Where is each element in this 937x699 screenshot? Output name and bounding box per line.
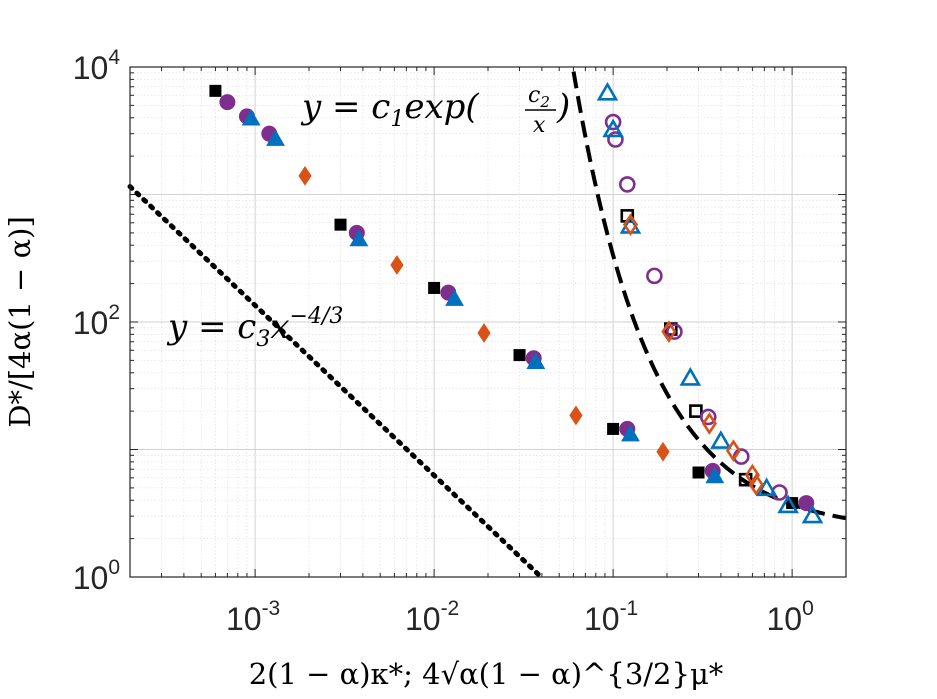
power-fit-mid: x bbox=[270, 307, 289, 347]
marker-diamond-open bbox=[744, 463, 760, 487]
marker-triangle-filled bbox=[526, 352, 546, 369]
marker-triangle-open bbox=[777, 494, 799, 514]
axis-ticks bbox=[129, 66, 847, 578]
marker-triangle-open bbox=[801, 504, 824, 524]
marker-triangle-open bbox=[679, 366, 702, 386]
marker-square-filled bbox=[513, 349, 526, 362]
svg-text:y = c3x−4/3: y = c3x−4/3 bbox=[166, 304, 343, 352]
exp-fit-num-sub: 2 bbox=[539, 93, 550, 111]
marker-diamond-open bbox=[748, 473, 764, 496]
marker-diamond-open bbox=[661, 320, 677, 343]
exp-fit-mid: exp( bbox=[404, 87, 479, 127]
exp-fit-den: x bbox=[533, 113, 546, 138]
marker-circle-open bbox=[666, 323, 683, 340]
marker-square-filled bbox=[209, 84, 222, 97]
marker-triangle-filled bbox=[266, 129, 285, 146]
marker-triangle-open bbox=[602, 118, 624, 138]
marker-circle-open bbox=[607, 131, 624, 148]
marker-circle-filled bbox=[798, 495, 815, 512]
x-tick-label: 10-2 bbox=[405, 597, 459, 637]
marker-triangle-filled bbox=[241, 109, 261, 126]
tick-labels: 10-3 10-2 10-1 100 100 102 104 bbox=[73, 46, 814, 637]
marker-triangle-filled bbox=[621, 424, 640, 442]
marker-diamond-open bbox=[622, 213, 639, 237]
marker-triangle-filled bbox=[349, 229, 369, 247]
power-fit-sup: −4/3 bbox=[290, 304, 344, 329]
marker-square-filled bbox=[692, 466, 705, 479]
exp-fit-num: c bbox=[528, 83, 540, 108]
annotation-power-fit: y = c3x−4/3 bbox=[166, 304, 343, 352]
x-tick-label: 100 bbox=[766, 597, 813, 637]
marker-diamond-filled bbox=[656, 441, 670, 462]
x-axis-label: 2(1 − α)κ*; 4√α(1 − α)^{3/2}μ* bbox=[249, 657, 724, 691]
marker-diamond-open bbox=[725, 439, 741, 462]
y-tick-label: 104 bbox=[73, 46, 121, 86]
data-markers bbox=[209, 81, 824, 524]
marker-circle-open bbox=[699, 408, 717, 426]
marker-triangle-filled bbox=[705, 466, 725, 484]
exponential-fit-line bbox=[571, 71, 846, 521]
x-tick-label: 10-1 bbox=[584, 597, 638, 637]
marker-diamond-filled bbox=[569, 405, 583, 426]
marker-triangle-open bbox=[596, 81, 619, 101]
y-tick-label: 100 bbox=[73, 556, 120, 596]
svg-text:c2: c2 bbox=[528, 83, 550, 111]
annotation-exp-fit: y = c1exp( c2 x ) bbox=[300, 83, 570, 138]
power-law-fit-line bbox=[127, 184, 541, 577]
exp-fit-sub1: 1 bbox=[390, 107, 404, 132]
marker-square-open bbox=[689, 404, 703, 418]
exp-fit-prefix: y = c bbox=[300, 87, 390, 127]
marker-diamond-filled bbox=[298, 165, 312, 186]
x-tick-label: 10-3 bbox=[226, 597, 280, 637]
marker-circle-open bbox=[618, 176, 636, 193]
axes-box bbox=[129, 66, 847, 578]
marker-circle-open bbox=[646, 267, 663, 285]
marker-diamond-open bbox=[701, 412, 717, 435]
marker-diamond-filled bbox=[477, 323, 491, 343]
svg-text:y = c1exp(: y = c1exp( bbox=[300, 87, 479, 132]
y-tick-label: 102 bbox=[73, 301, 120, 341]
marker-triangle-open bbox=[755, 477, 778, 497]
minor-grid bbox=[129, 67, 847, 577]
marker-square-filled bbox=[334, 218, 347, 231]
marker-triangle-open bbox=[710, 430, 732, 449]
y-axis-label: D*/[4α(1 − α)] bbox=[3, 216, 37, 428]
power-fit-prefix: y = c bbox=[166, 307, 256, 347]
marker-square-filled bbox=[607, 422, 620, 435]
marker-circle-open bbox=[604, 113, 622, 131]
marker-diamond-filled bbox=[390, 255, 404, 275]
marker-triangle-filled bbox=[445, 289, 464, 306]
marker-square-filled bbox=[428, 281, 441, 294]
marker-circle-filled bbox=[219, 94, 236, 111]
power-fit-sub: 3 bbox=[256, 327, 270, 352]
exp-fit-suffix: ) bbox=[556, 87, 570, 127]
